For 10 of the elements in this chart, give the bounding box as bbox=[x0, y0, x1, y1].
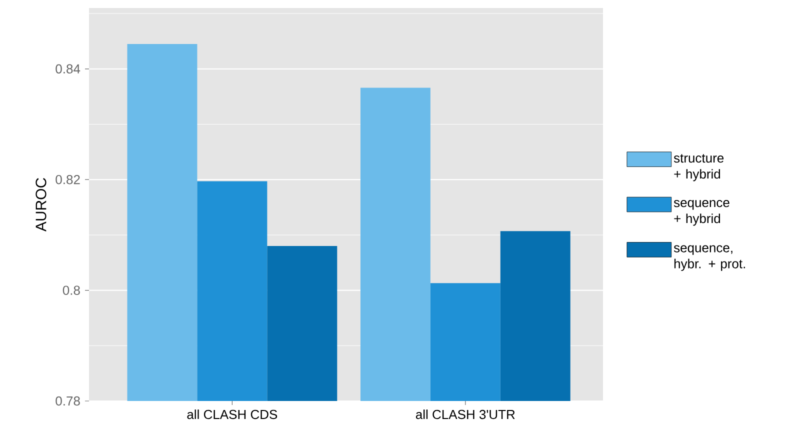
y-tick-label: 0.84 bbox=[56, 64, 80, 74]
legend-label: structure + hybrid bbox=[674, 154, 724, 182]
y-tick-label: 0.78 bbox=[56, 396, 80, 406]
y-tick-label: 0.8 bbox=[62, 286, 80, 295]
y-tick-label: 0.82 bbox=[56, 174, 80, 184]
legend-label: sequence + hybrid bbox=[674, 200, 730, 226]
y-axis-title: AUROC bbox=[36, 178, 46, 232]
legend-label: sequence, hybr. + prot. bbox=[674, 245, 745, 271]
x-tick-label: all CLASH 3'UTR bbox=[416, 410, 515, 420]
x-tick-label: all CLASH CDS bbox=[187, 410, 278, 420]
